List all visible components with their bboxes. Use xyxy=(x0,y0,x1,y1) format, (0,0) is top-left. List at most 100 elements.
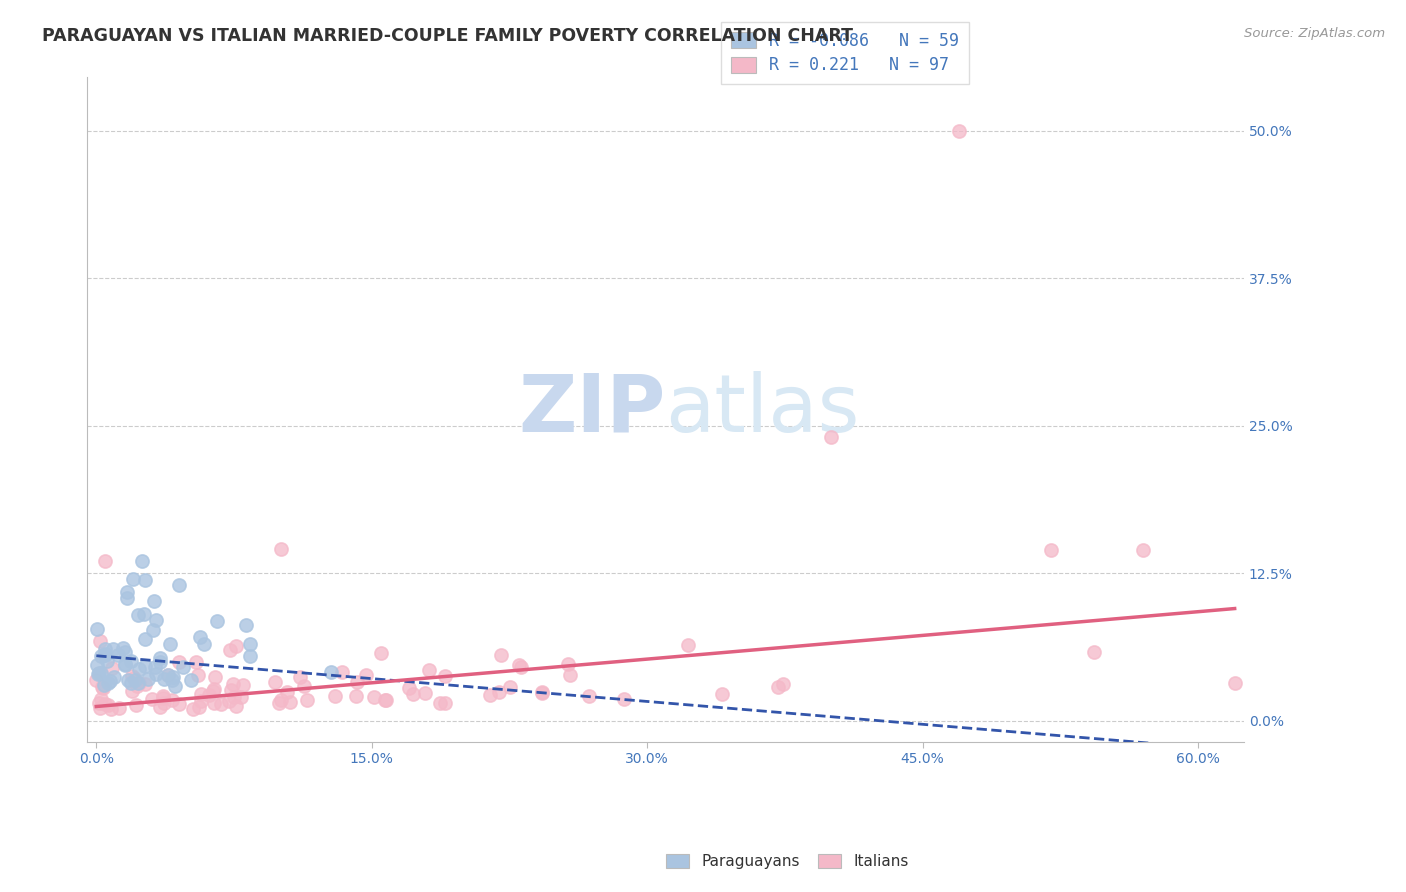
Point xyxy=(86,658,108,673)
Point xyxy=(222,690,245,704)
Point xyxy=(186,655,208,669)
Point xyxy=(142,623,165,637)
Point xyxy=(117,591,139,605)
Point xyxy=(172,660,194,674)
Point xyxy=(97,676,120,690)
Point xyxy=(94,648,117,662)
Point xyxy=(202,681,225,696)
Point xyxy=(270,693,292,707)
Point xyxy=(1223,675,1246,690)
Point xyxy=(121,684,143,698)
Point xyxy=(91,681,114,695)
Point xyxy=(159,637,181,651)
Point xyxy=(86,667,108,681)
Point xyxy=(225,639,247,653)
Point xyxy=(292,679,315,693)
Point xyxy=(768,681,790,695)
Point xyxy=(1132,542,1154,557)
Point xyxy=(239,637,262,651)
Point xyxy=(1083,645,1105,659)
Point xyxy=(218,643,240,657)
Point xyxy=(128,676,150,690)
Point xyxy=(363,690,385,705)
Point xyxy=(141,692,163,706)
Point xyxy=(278,695,301,709)
Point xyxy=(163,680,186,694)
Point xyxy=(90,665,112,680)
Point xyxy=(531,685,554,699)
Point xyxy=(263,674,285,689)
Point xyxy=(198,688,221,702)
Point xyxy=(149,699,172,714)
Point xyxy=(97,698,120,712)
Point xyxy=(235,618,257,632)
Point xyxy=(229,690,252,704)
Point xyxy=(267,696,290,710)
Text: PARAGUAYAN VS ITALIAN MARRIED-COUPLE FAMILY POVERTY CORRELATION CHART: PARAGUAYAN VS ITALIAN MARRIED-COUPLE FAM… xyxy=(42,27,853,45)
Point xyxy=(145,613,167,627)
Point xyxy=(94,554,117,568)
Point xyxy=(120,654,142,668)
Point xyxy=(120,676,142,690)
Point xyxy=(225,698,247,713)
Point xyxy=(160,693,183,707)
Point xyxy=(101,641,124,656)
Point xyxy=(772,677,794,691)
Point xyxy=(346,675,368,690)
Point xyxy=(398,681,420,695)
Point xyxy=(190,688,212,702)
Point xyxy=(90,692,112,706)
Point xyxy=(429,696,451,710)
Point xyxy=(93,678,115,692)
Point xyxy=(330,665,353,679)
Point xyxy=(204,670,226,684)
Point xyxy=(96,654,118,668)
Point xyxy=(98,674,121,689)
Point xyxy=(114,657,136,672)
Point xyxy=(125,698,148,712)
Point xyxy=(127,608,149,623)
Point xyxy=(148,650,170,665)
Point xyxy=(218,694,240,708)
Point xyxy=(558,667,581,681)
Point xyxy=(86,673,108,688)
Point xyxy=(508,657,530,672)
Point xyxy=(94,648,117,662)
Point xyxy=(201,684,224,698)
Point xyxy=(134,573,156,587)
Point xyxy=(219,682,242,697)
Point xyxy=(90,649,112,664)
Text: Source: ZipAtlas.com: Source: ZipAtlas.com xyxy=(1244,27,1385,40)
Point xyxy=(321,665,343,680)
Point xyxy=(94,697,117,711)
Point xyxy=(710,687,733,701)
Point xyxy=(676,638,699,652)
Text: atlas: atlas xyxy=(665,371,860,449)
Point xyxy=(488,685,510,699)
Point xyxy=(121,669,143,683)
Point xyxy=(134,676,156,690)
Point xyxy=(132,607,155,621)
Point xyxy=(115,584,138,599)
Point xyxy=(479,688,502,702)
Point xyxy=(433,697,456,711)
Point xyxy=(613,691,636,706)
Point xyxy=(1040,542,1063,557)
Point xyxy=(433,669,456,683)
Point xyxy=(152,690,174,705)
Point xyxy=(188,700,211,714)
Point xyxy=(157,667,180,681)
Point xyxy=(149,655,172,669)
Point xyxy=(188,630,211,644)
Point xyxy=(162,673,184,688)
Point xyxy=(143,594,166,608)
Point xyxy=(202,696,225,710)
Point xyxy=(127,675,149,690)
Point xyxy=(152,689,174,703)
Point xyxy=(145,666,167,681)
Point xyxy=(131,554,153,568)
Legend: Paraguayans, Italians: Paraguayans, Italians xyxy=(659,847,915,875)
Point xyxy=(93,641,115,656)
Point xyxy=(499,680,522,694)
Point xyxy=(89,634,111,648)
